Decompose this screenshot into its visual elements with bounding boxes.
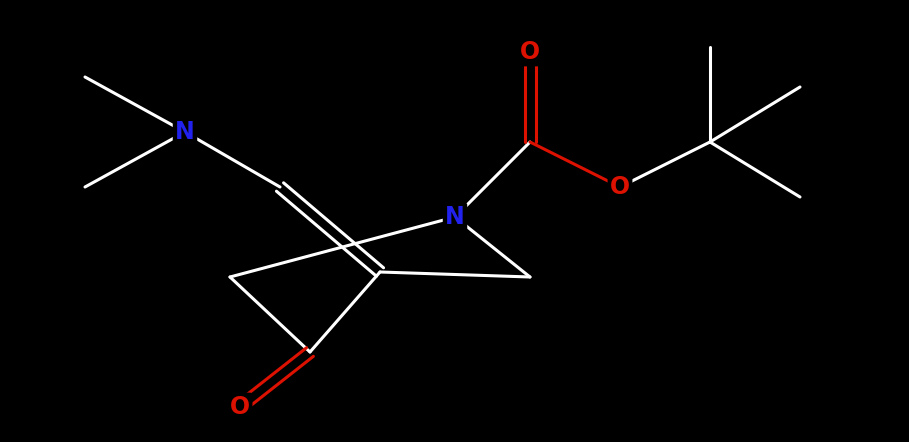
Text: O: O	[520, 40, 540, 64]
Text: N: N	[445, 205, 464, 229]
Text: O: O	[610, 175, 630, 199]
Text: N: N	[175, 120, 195, 144]
Text: O: O	[230, 395, 250, 419]
